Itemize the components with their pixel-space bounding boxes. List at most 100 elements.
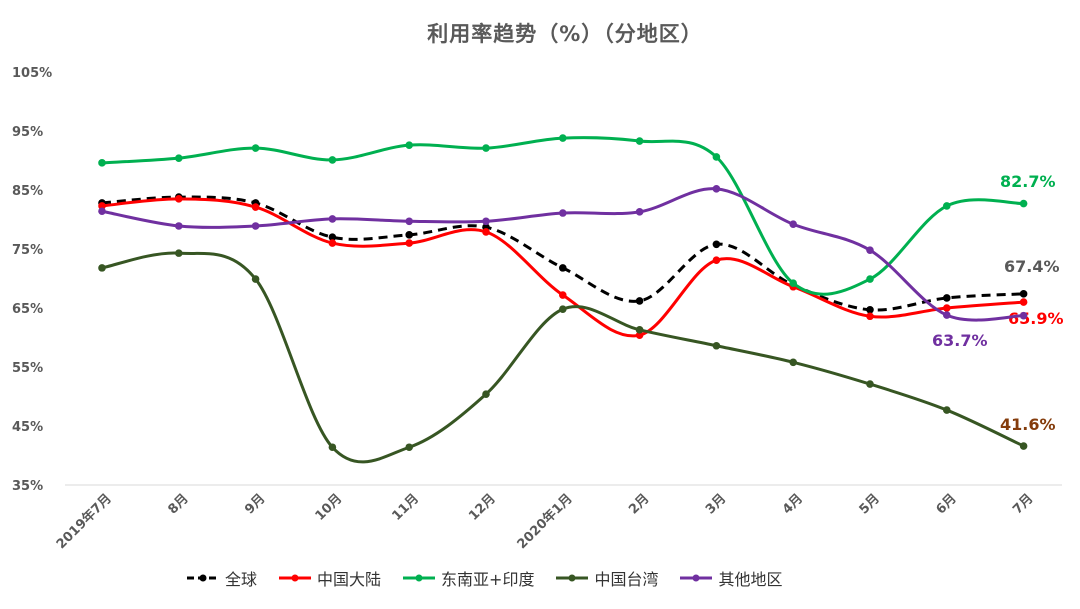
data-point	[482, 144, 490, 152]
data-point	[98, 207, 106, 216]
data-point	[943, 406, 951, 414]
legend-marker-icon	[187, 574, 219, 582]
data-point	[98, 202, 106, 210]
x-tick-label: 2020年1月	[514, 491, 576, 553]
data-point	[175, 195, 183, 203]
data-point	[866, 380, 874, 388]
legend-item: 其他地区	[678, 566, 782, 590]
data-point	[559, 264, 567, 272]
legend-label: 其他地区	[718, 570, 783, 589]
x-tick-label: 12月	[466, 491, 499, 524]
data-point	[251, 144, 260, 152]
data-label: 67.4%	[1004, 257, 1060, 276]
data-point	[789, 358, 797, 367]
data-point	[712, 256, 721, 265]
x-tick-label: 9月	[242, 491, 268, 517]
series-line	[101, 187, 1024, 322]
data-point	[251, 203, 260, 211]
data-point	[559, 291, 567, 299]
series-1	[98, 195, 1028, 339]
data-point	[175, 249, 183, 257]
series-4	[98, 185, 1028, 322]
data-point	[405, 231, 414, 239]
data-point	[98, 264, 106, 272]
data-point	[482, 217, 490, 226]
data-point	[635, 326, 644, 334]
legend-label: 中国大陆	[317, 570, 382, 589]
data-point	[328, 215, 337, 223]
x-tick-label: 4月	[780, 491, 806, 517]
legend-label: 中国台湾	[594, 570, 659, 589]
data-point	[866, 275, 874, 283]
data-point	[789, 220, 797, 229]
y-tick-label: 85%	[12, 184, 43, 199]
data-point	[482, 228, 490, 236]
x-tick-label: 5月	[857, 491, 883, 517]
x-tick-label: 2月	[626, 491, 652, 517]
data-point	[1019, 290, 1028, 298]
legend-label: 全球	[225, 570, 258, 589]
data-point	[1019, 199, 1028, 208]
x-tick-label: 7月	[1010, 491, 1036, 517]
data-point	[712, 185, 721, 193]
data-label: 41.6%	[1000, 415, 1056, 434]
data-point	[943, 294, 951, 302]
series-2	[98, 134, 1028, 296]
data-point	[405, 141, 414, 149]
data-point	[328, 156, 337, 164]
data-point	[789, 279, 797, 288]
data-label: 82.7%	[1000, 172, 1056, 191]
x-tick-label: 10月	[313, 491, 346, 524]
data-point	[175, 222, 183, 230]
data-point	[866, 312, 874, 321]
data-point	[405, 443, 414, 452]
x-tick-label: 3月	[703, 491, 729, 517]
y-tick-label: 65%	[12, 302, 43, 317]
y-tick-label: 45%	[12, 420, 43, 435]
data-point	[943, 202, 951, 210]
legend-item: 中国大陆	[277, 566, 381, 590]
data-point	[635, 331, 644, 339]
data-point	[635, 297, 644, 305]
series-line	[101, 136, 1024, 296]
legend: 全球 中国大陆 东南亚+印度 中国台湾 其他地区	[185, 566, 782, 590]
legend-marker-icon	[680, 574, 713, 582]
data-point	[175, 154, 183, 162]
data-point	[635, 208, 644, 216]
y-tick-label: 95%	[12, 125, 43, 140]
data-point	[328, 239, 337, 247]
chart-title: 利用率趋势（%）（分地区）	[427, 22, 703, 46]
data-point	[635, 137, 644, 145]
data-point	[482, 390, 490, 398]
series-3	[98, 249, 1028, 464]
data-point	[328, 443, 337, 452]
x-tick-label: 8月	[165, 491, 191, 517]
data-point	[712, 153, 721, 161]
legend-marker-icon	[279, 574, 312, 582]
data-point	[943, 311, 951, 319]
y-tick-label: 55%	[12, 361, 43, 376]
data-point	[251, 222, 260, 230]
data-point	[405, 217, 414, 226]
legend-marker-icon	[403, 574, 436, 582]
data-label: 63.7%	[932, 331, 988, 350]
y-tick-label: 35%	[12, 479, 43, 494]
data-point	[559, 305, 567, 313]
legend-item: 东南亚+印度	[401, 566, 534, 590]
data-point	[1019, 311, 1028, 320]
data-point	[943, 304, 951, 312]
y-tick-label: 75%	[12, 243, 43, 258]
legend-label: 东南亚+印度	[441, 570, 535, 589]
data-point	[251, 275, 260, 283]
y-tick-label: 105%	[12, 66, 52, 81]
data-point	[712, 341, 721, 350]
data-point	[559, 209, 567, 217]
data-point	[712, 240, 721, 249]
data-point	[559, 134, 567, 142]
data-point	[405, 239, 414, 247]
data-point	[98, 159, 106, 167]
legend-item: 中国台湾	[554, 566, 658, 590]
series-line	[101, 251, 1025, 464]
